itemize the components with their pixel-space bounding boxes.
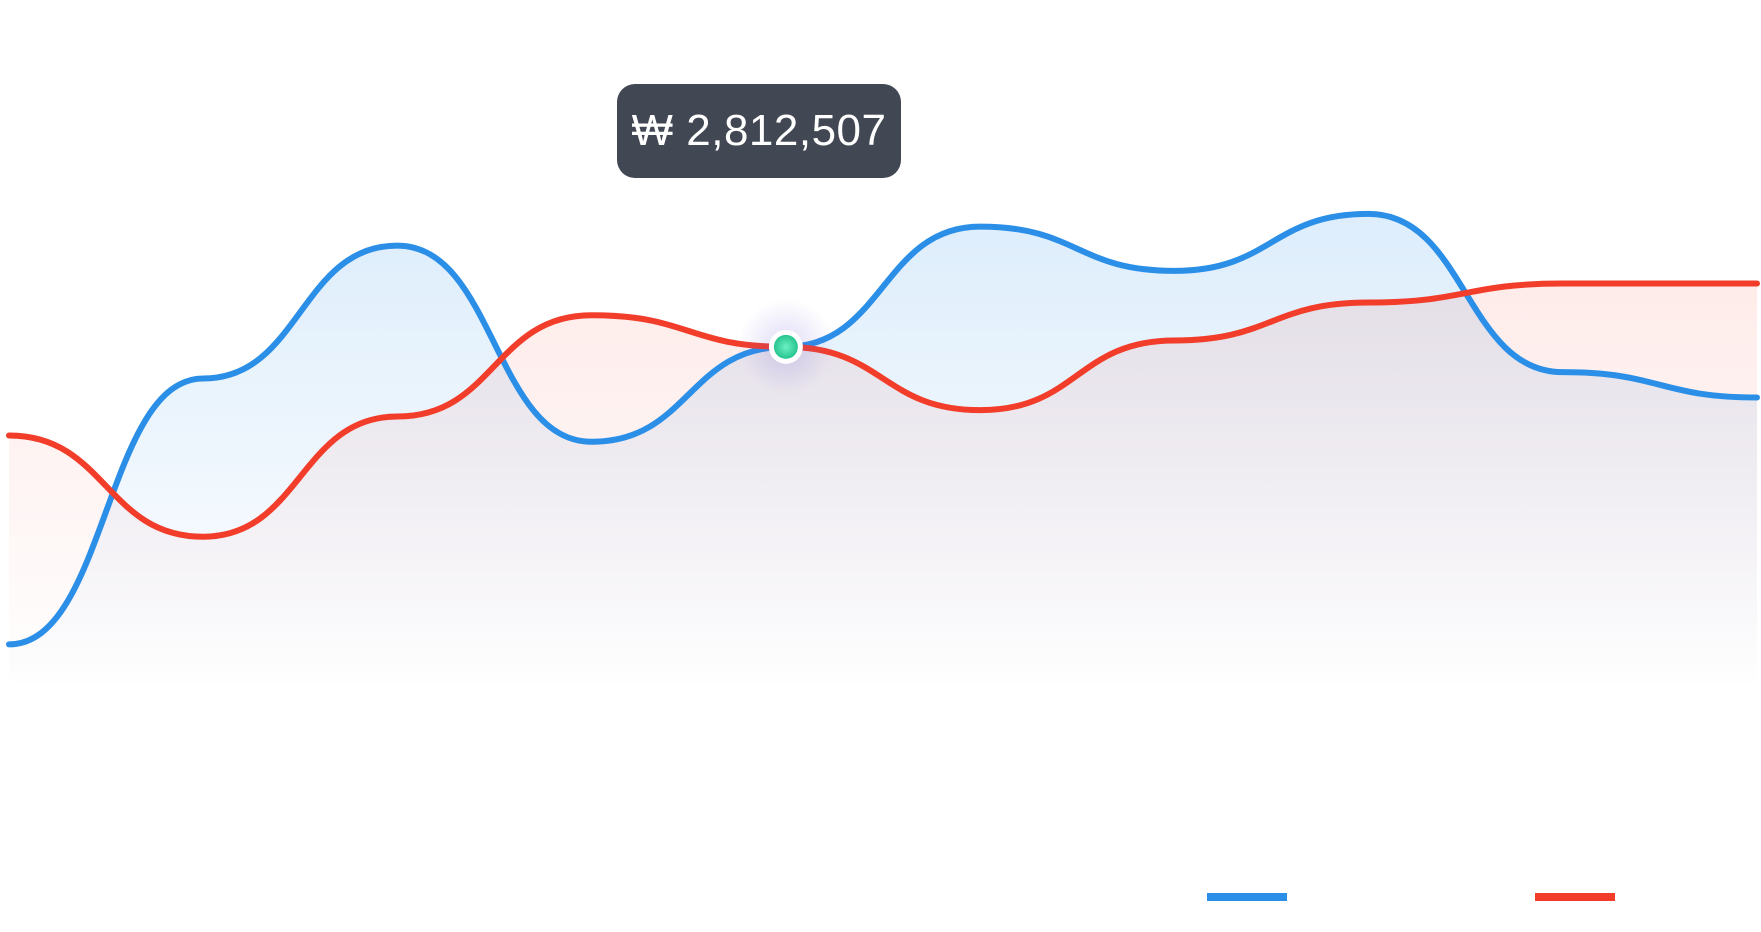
series-2-area bbox=[9, 283, 1757, 690]
hover-marker-dot bbox=[773, 334, 798, 359]
series-2-line[interactable] bbox=[6, 280, 1760, 540]
legend-swatch-series-1[interactable] bbox=[1207, 893, 1287, 901]
series-areas bbox=[9, 213, 1757, 691]
hover-marker[interactable] bbox=[737, 298, 834, 395]
tooltip-value: ₩ 2,812,507 bbox=[631, 106, 887, 155]
value-tooltip: ₩ 2,812,507 bbox=[617, 84, 901, 178]
legend-swatch-series-2[interactable] bbox=[1535, 893, 1615, 901]
